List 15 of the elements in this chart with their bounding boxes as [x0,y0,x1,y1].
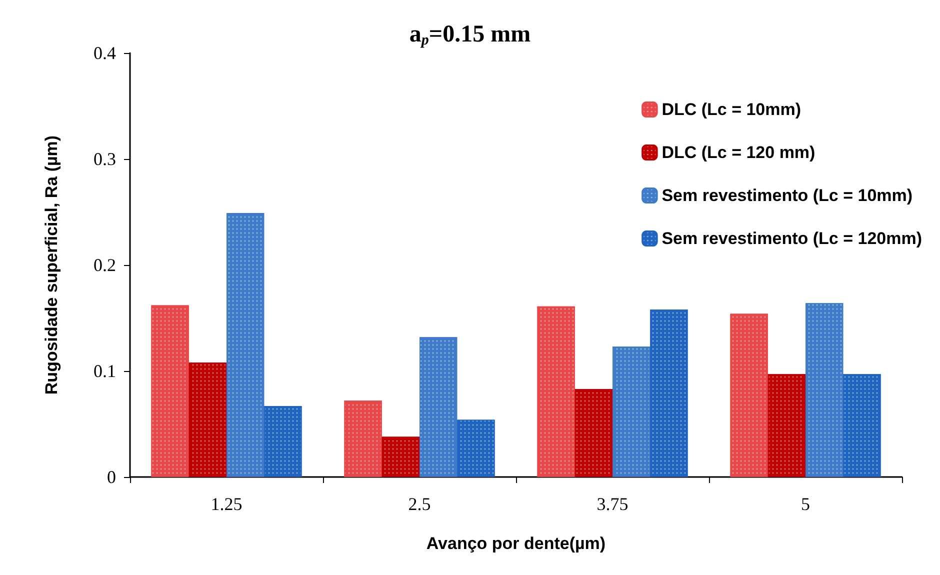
y-tick-label: 0.4 [94,43,116,63]
y-tick-label: 0.2 [94,255,116,275]
legend-label: DLC (Lc = 10mm) [662,100,802,119]
x-axis-title: Avanço por dente(µm) [426,534,606,553]
y-tick-label: 0 [107,467,116,487]
x-tick-label: 3.75 [596,494,628,514]
x-tick-label: 2.5 [408,494,431,514]
y-axis-title: Rugosidade superficial, Ra (µm) [42,135,61,395]
legend-label: Sem revestimento (Lc = 10mm) [662,186,913,205]
x-tick-label: 5 [801,494,810,514]
y-tick-label: 0.3 [94,149,116,169]
x-tick-label: 1.25 [210,494,242,514]
legend-label: Sem revestimento (Lc = 120mm) [662,229,922,248]
legend-label: DLC (Lc = 120 mm) [662,143,816,162]
y-tick-label: 0.1 [94,361,116,381]
